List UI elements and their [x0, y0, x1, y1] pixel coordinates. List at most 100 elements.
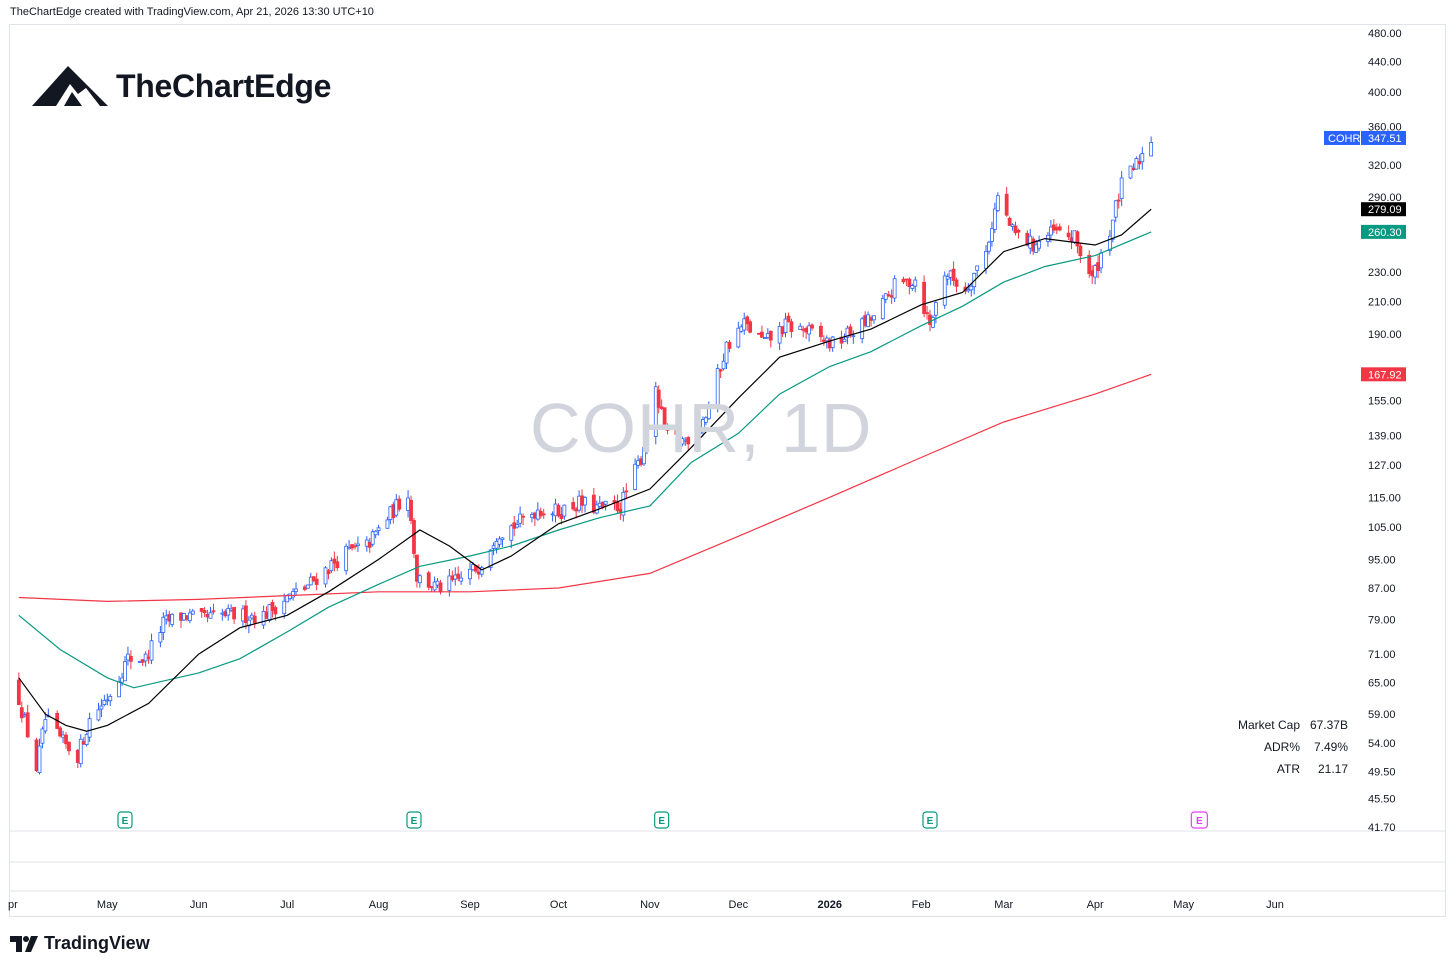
candle-up: [992, 208, 997, 230]
tradingview-logo[interactable]: TradingView: [10, 933, 150, 954]
y-tick-label: 210.00: [1368, 297, 1402, 309]
y-tick-label: 290.00: [1368, 192, 1402, 204]
candle-up: [40, 728, 45, 744]
candle-up: [1110, 219, 1115, 240]
price-tag-label: 279.09: [1368, 204, 1402, 216]
stat-label: ADR%: [1263, 740, 1300, 754]
stat-row: ATR 21.17: [1228, 758, 1348, 780]
candle-down: [718, 369, 723, 372]
ma-mid-line: [18, 231, 1152, 689]
candle-down: [541, 513, 546, 516]
symbol-watermark: COHR, 1D: [530, 389, 873, 467]
candle-up: [1037, 240, 1042, 249]
candle-up: [1119, 177, 1124, 200]
candle-down: [848, 326, 853, 335]
upcoming-earnings-marker-label: E: [1196, 816, 1203, 827]
candle-up: [807, 325, 812, 335]
candle-down: [367, 541, 372, 548]
earnings-marker-label: E: [927, 816, 934, 827]
candle-up: [830, 336, 835, 348]
candle-down: [211, 610, 216, 613]
price-tag-label: 347.51: [1368, 133, 1402, 145]
candle-up: [149, 640, 154, 661]
candle-down: [19, 707, 24, 719]
x-tick-label: Dec: [729, 899, 749, 911]
candle-up: [96, 709, 101, 721]
candle-up: [583, 497, 587, 506]
tradingview-logo-icon: [10, 935, 38, 952]
earnings-marker: [406, 811, 422, 829]
candle-up: [488, 549, 493, 568]
candle-up: [370, 531, 375, 545]
candle-up: [931, 317, 935, 328]
stat-row: Market Cap 67.37B: [1228, 714, 1348, 736]
x-tick-label: Oct: [550, 899, 567, 911]
candle-up: [1048, 226, 1053, 236]
candle-down: [901, 278, 906, 283]
candle-up: [323, 567, 328, 585]
candle-down: [199, 607, 204, 612]
mountain-logo-icon: [32, 66, 108, 106]
candle-up: [695, 429, 699, 444]
y-tick-label: 190.00: [1368, 329, 1402, 341]
y-tick-label: 54.00: [1368, 738, 1396, 750]
candle-up: [459, 577, 464, 582]
candle-up: [497, 538, 502, 545]
candle-up: [933, 302, 938, 316]
x-tick-label: Apr: [1087, 899, 1104, 911]
candle-up: [329, 560, 334, 571]
candle-down: [64, 734, 68, 745]
candle-down: [311, 576, 316, 582]
y-tick-label: 71.00: [1368, 649, 1396, 661]
y-tick-label: 49.50: [1368, 766, 1396, 778]
candle-up: [860, 318, 865, 340]
candle-up: [984, 250, 988, 269]
candle-up: [883, 293, 888, 300]
stat-value: 21.17: [1317, 762, 1348, 776]
x-tick-label: May: [97, 899, 118, 911]
candle-up: [468, 568, 472, 580]
price-tag: [1361, 224, 1406, 239]
stat-label: Market Cap: [1237, 718, 1300, 732]
candle-up: [777, 326, 782, 344]
candle-down: [1087, 254, 1092, 275]
candle-down: [314, 578, 319, 585]
candle-up: [161, 616, 166, 633]
candle-down: [252, 615, 257, 624]
candle-up: [724, 341, 729, 364]
candle-up: [305, 584, 310, 589]
candle-up: [226, 608, 231, 616]
candle-up: [621, 491, 626, 516]
ma-long-line: [18, 373, 1152, 603]
candle-up: [653, 386, 658, 437]
candle-up: [99, 705, 104, 710]
candle-down: [665, 427, 670, 431]
candle-down: [818, 325, 823, 338]
candle-up: [447, 575, 452, 591]
earnings-marker: [654, 811, 670, 829]
price-tag: [1361, 367, 1406, 382]
candle-up: [87, 718, 92, 738]
candle-down: [1013, 225, 1018, 234]
candle-up: [376, 527, 381, 531]
candle-down: [786, 315, 791, 322]
candle-up: [851, 335, 856, 338]
candle-up: [208, 612, 213, 619]
candle-up: [294, 588, 298, 593]
y-tick-label: 45.50: [1368, 794, 1396, 806]
candle-down: [954, 279, 959, 287]
candle-up: [43, 719, 48, 732]
candle-up: [892, 278, 897, 299]
candle-up: [282, 600, 287, 615]
candle-down: [748, 321, 753, 333]
candle-up: [1107, 235, 1112, 252]
candle-up: [187, 612, 192, 621]
candle-down: [456, 573, 461, 579]
candle-down: [409, 499, 413, 521]
candle-up: [975, 265, 980, 271]
candle-up: [479, 567, 484, 575]
candle-down: [16, 679, 21, 706]
y-tick-label: 95.00: [1368, 554, 1396, 566]
candle-down: [745, 316, 750, 325]
